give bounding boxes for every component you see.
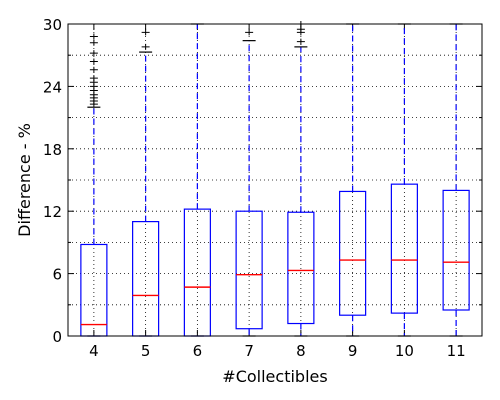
x-tick-label: 10 [395, 342, 414, 360]
box [339, 190, 367, 316]
y-tick-label: 6 [52, 266, 62, 284]
box [235, 210, 263, 330]
x-tick-label: 9 [348, 342, 358, 360]
x-tick-label: 4 [89, 342, 99, 360]
x-tick-label: 11 [447, 342, 466, 360]
box-group-10 [390, 23, 418, 337]
y-tick-label: 30 [43, 16, 62, 34]
box-group-4 [80, 33, 108, 337]
x-tick-label: 8 [296, 342, 306, 360]
x-tick-label: 6 [193, 342, 203, 360]
outlier-point [89, 66, 98, 73]
x-tick-label: 7 [244, 342, 254, 360]
y-tick-label: 18 [43, 141, 62, 159]
outlier-point [141, 43, 150, 50]
plot-frame [67, 23, 483, 337]
box-group-7 [235, 29, 263, 337]
outlier-point [245, 29, 254, 36]
y-tick-label: 12 [43, 203, 62, 221]
box-group-5 [132, 29, 160, 337]
box [132, 221, 160, 337]
x-axis-label: #Collectibles [222, 367, 327, 386]
box [442, 189, 470, 311]
outlier-point [296, 26, 305, 33]
outlier-point [141, 29, 150, 36]
x-tick-label: 5 [141, 342, 151, 360]
box [80, 243, 108, 337]
outlier-point [89, 50, 98, 57]
outlier-point [296, 38, 305, 45]
y-tick-label: 0 [52, 328, 62, 346]
box-group-11 [442, 23, 470, 337]
outlier-point [89, 58, 98, 65]
boxes [80, 21, 470, 337]
y-tick-label: 24 [43, 78, 62, 96]
box [390, 183, 418, 314]
y-axis-ticks: 0 6 12 18 24 30 [43, 16, 482, 346]
outlier-point [89, 33, 98, 40]
outlier-point [89, 75, 98, 82]
box-group-9 [339, 23, 367, 337]
grid-lines [68, 24, 482, 336]
y-axis-label: Difference - % [15, 123, 34, 237]
outlier-point [89, 39, 98, 46]
box [287, 211, 315, 325]
x-axis-ticks: 4 5 6 7 8 9 10 11 [89, 24, 466, 360]
